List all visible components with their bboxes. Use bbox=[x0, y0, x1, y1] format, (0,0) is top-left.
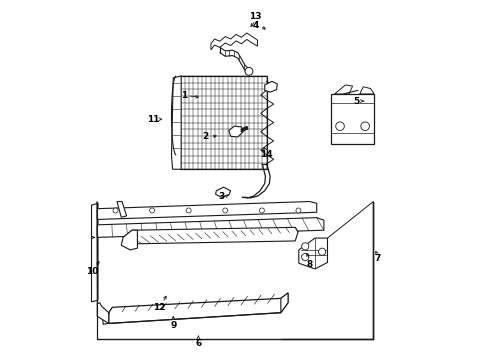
Polygon shape bbox=[265, 81, 277, 92]
Polygon shape bbox=[109, 293, 288, 323]
Polygon shape bbox=[216, 187, 231, 197]
Text: 13: 13 bbox=[249, 12, 262, 21]
Circle shape bbox=[336, 122, 344, 131]
Text: 2: 2 bbox=[202, 132, 209, 141]
Polygon shape bbox=[123, 227, 298, 244]
Circle shape bbox=[149, 208, 155, 213]
Polygon shape bbox=[211, 33, 258, 50]
Circle shape bbox=[296, 208, 301, 213]
Polygon shape bbox=[92, 203, 98, 302]
Polygon shape bbox=[335, 85, 353, 94]
Polygon shape bbox=[97, 218, 324, 237]
Circle shape bbox=[186, 208, 191, 213]
Text: 3: 3 bbox=[219, 192, 225, 201]
Text: 10: 10 bbox=[86, 267, 99, 276]
Polygon shape bbox=[180, 76, 267, 169]
Polygon shape bbox=[97, 303, 109, 323]
Polygon shape bbox=[281, 293, 288, 313]
Text: 14: 14 bbox=[260, 150, 273, 159]
Polygon shape bbox=[229, 126, 243, 137]
Polygon shape bbox=[360, 87, 374, 94]
Circle shape bbox=[113, 208, 118, 213]
Text: 6: 6 bbox=[195, 339, 201, 348]
Polygon shape bbox=[117, 202, 126, 217]
Circle shape bbox=[223, 208, 228, 213]
Text: 9: 9 bbox=[170, 321, 176, 330]
Circle shape bbox=[302, 253, 309, 261]
Text: 11: 11 bbox=[147, 114, 160, 123]
Text: 5: 5 bbox=[353, 96, 359, 105]
Circle shape bbox=[259, 208, 265, 213]
Text: 8: 8 bbox=[306, 260, 313, 269]
Circle shape bbox=[361, 122, 369, 131]
Polygon shape bbox=[172, 76, 181, 169]
Polygon shape bbox=[299, 238, 327, 269]
Text: 7: 7 bbox=[374, 255, 381, 264]
Text: 1: 1 bbox=[181, 91, 187, 100]
Text: 4: 4 bbox=[252, 21, 259, 30]
Circle shape bbox=[245, 67, 253, 75]
Polygon shape bbox=[122, 230, 137, 250]
Circle shape bbox=[302, 243, 309, 250]
Text: 12: 12 bbox=[153, 303, 165, 312]
Polygon shape bbox=[97, 202, 317, 220]
Polygon shape bbox=[331, 94, 374, 144]
Circle shape bbox=[318, 248, 326, 255]
